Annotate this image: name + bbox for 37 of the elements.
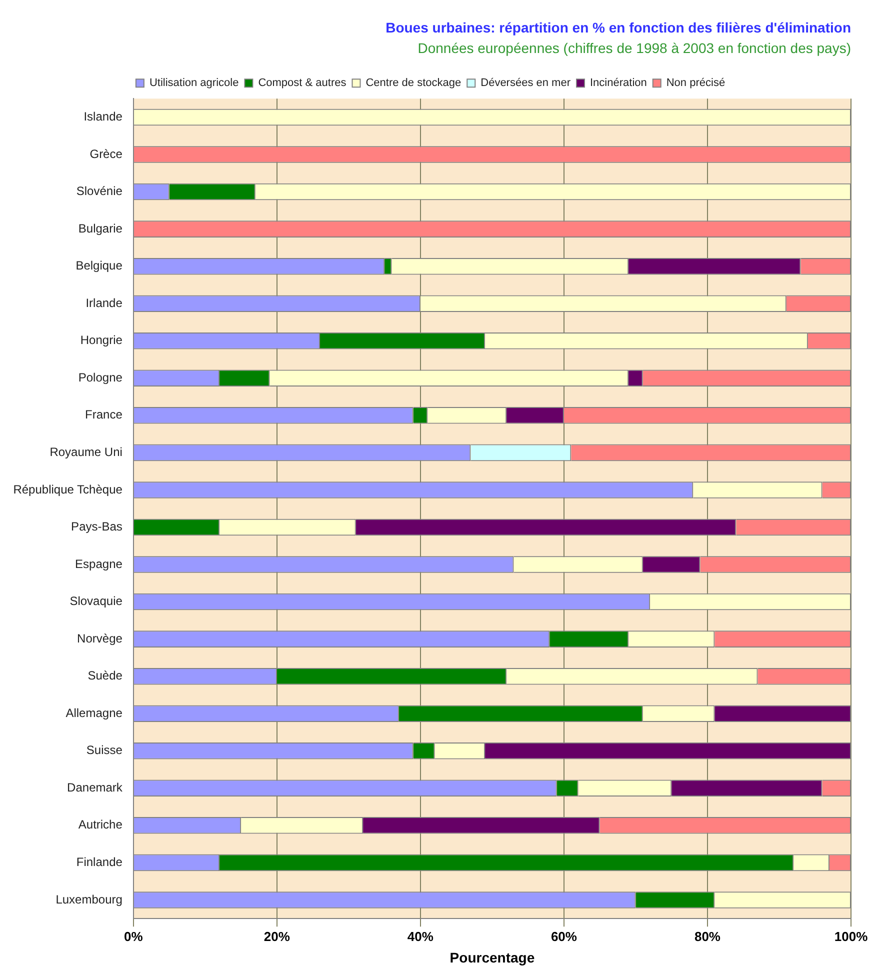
y-tick-label: Royaume Uni [50,445,122,460]
x-tick-label: 40% [407,928,434,944]
y-tick-label: Autriche [78,818,123,832]
legend-label: Utilisation agricole [149,77,239,90]
x-tick-label: 100% [834,928,868,944]
x-tick-label: 80% [694,928,721,944]
legend-label: Incinération [590,77,647,90]
y-tick-label: Norvège [77,631,123,646]
x-tick-label: 0% [124,928,144,944]
y-tick-label: Grèce [90,146,123,161]
y-tick-label: Hongrie [80,333,123,348]
y-tick-label: Slovaquie [70,594,123,608]
x-tick-label: 60% [550,928,578,944]
legend-label: Centre de stockage [366,77,462,90]
y-tick-label: Slovénie [76,184,123,198]
y-tick-label: Belgique [76,258,123,273]
y-tick-label: Espagne [75,556,123,571]
y-tick-label: Luxembourg [56,892,122,906]
y-tick-label: Islande [84,110,123,124]
y-tick-label: France [85,408,123,422]
y-tick-label: Danemark [67,780,124,794]
x-tick-label: 20% [264,928,290,944]
y-tick-label: Irlande [86,296,123,310]
y-tick-label: Suède [88,668,123,683]
y-tick-label: Bulgarie [78,221,123,236]
y-tick-label: Finlande [76,855,123,870]
y-tick-label: République Tchèque [13,482,123,496]
chart-title: Boues urbaines: répartition en % en fonction des filières d'élimination [386,19,851,36]
y-tick-label: Pays-Bas [71,520,122,534]
legend-label: Non précisé [666,77,726,90]
legend-label: Déversées en mer [480,77,571,90]
y-tick-label: Pologne [78,370,123,384]
chart-subtitle: Données européennes (chiffres de 1998 à 2003 en fonction des pays) [418,40,851,56]
y-tick-label: Suisse [86,743,123,758]
x-axis-title: Pourcentage [450,949,535,966]
legend-label: Compost & autres [258,77,347,90]
y-tick-label: Allemagne [66,706,123,720]
